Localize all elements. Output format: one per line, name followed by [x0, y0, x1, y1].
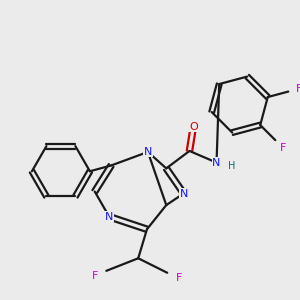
Text: F: F — [92, 271, 98, 281]
Text: N: N — [212, 158, 221, 168]
Text: F: F — [176, 273, 182, 283]
Text: F: F — [280, 143, 287, 153]
Text: N: N — [105, 212, 113, 222]
Text: F: F — [296, 84, 300, 94]
Text: N: N — [144, 147, 152, 157]
Text: H: H — [228, 161, 236, 171]
Text: O: O — [189, 122, 198, 132]
Text: N: N — [179, 188, 188, 199]
